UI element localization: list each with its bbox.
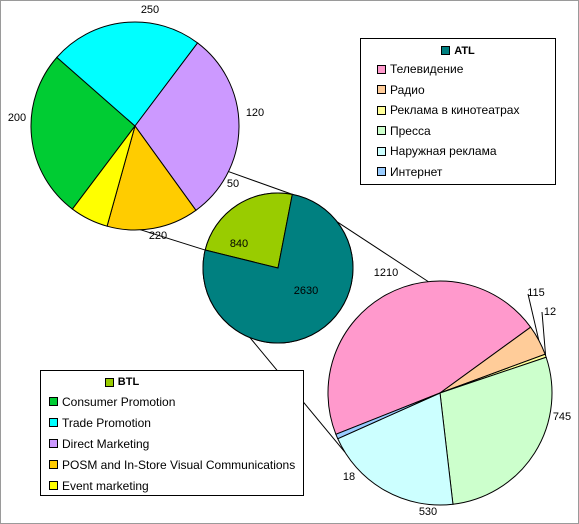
legend-atl-item-swatch bbox=[377, 146, 386, 156]
legend-btl-item-label: Direct Marketing bbox=[62, 436, 150, 451]
data-label-atl-3: 745 bbox=[553, 411, 571, 423]
legend-atl-item-swatch bbox=[377, 85, 386, 95]
data-label-atl-2: 12 bbox=[544, 306, 556, 318]
legend-btl-item: Event marketing bbox=[49, 475, 303, 496]
legend-btl-swatch bbox=[104, 377, 114, 387]
legend-atl-swatch bbox=[441, 46, 451, 55]
legend-atl-item-swatch bbox=[377, 64, 386, 74]
legend-atl-item-swatch bbox=[377, 105, 386, 115]
data-label-atl-total: 2630 bbox=[294, 285, 318, 297]
data-label-atl-1: 115 bbox=[527, 287, 545, 299]
legend-btl-item-swatch bbox=[49, 397, 58, 406]
data-label-btl-total: 840 bbox=[230, 238, 248, 250]
legend-atl-item: Пресса bbox=[377, 121, 555, 142]
legend-btl-item-label: Consumer Promotion bbox=[62, 394, 176, 409]
connector-line-btl-2 bbox=[228, 171, 293, 195]
main-top-slice-atl bbox=[202, 193, 354, 344]
legend-btl-item-label: POSM and In-Store Visual Communications bbox=[62, 457, 296, 472]
legend-btl-item: Direct Marketing bbox=[49, 433, 303, 454]
legend-atl-item-swatch bbox=[377, 126, 386, 136]
legend-btl-item-label: Event marketing bbox=[62, 478, 149, 493]
atl-slice-0 bbox=[327, 280, 532, 435]
data-label-atl-5: 18 bbox=[343, 471, 355, 483]
legend-btl-item: POSM and In-Store Visual Communications bbox=[49, 454, 303, 475]
data-label-btl-event-marketing: 50 bbox=[227, 178, 239, 190]
legend-atl-item: Реклама в кинотеатрах bbox=[377, 100, 555, 121]
legend-btl-item-swatch bbox=[49, 460, 58, 469]
connector-line-atl-1 bbox=[336, 221, 429, 283]
legend-btl-header: BTL bbox=[49, 373, 303, 391]
legend-btl-item-swatch bbox=[49, 439, 58, 448]
legend-atl-item: Телевидение bbox=[377, 59, 555, 80]
legend-btl-item-swatch bbox=[49, 481, 58, 490]
legend-atl-header: ATL bbox=[377, 42, 555, 59]
legend-atl-item: Наружная реклама bbox=[377, 141, 555, 162]
legend-btl: BTL Consumer Promotion Trade Promotion Dir… bbox=[40, 370, 304, 496]
legend-atl-item-label: Реклама в кинотеатрах bbox=[390, 103, 520, 118]
btl-slice-posm-and-in-store-visual-communications bbox=[106, 124, 197, 231]
legend-atl-item-label: Радио bbox=[390, 82, 425, 97]
legend-atl-item-swatch bbox=[377, 167, 386, 177]
legend-atl-item-label: Пресса bbox=[390, 123, 431, 138]
legend-btl-item: Consumer Promotion bbox=[49, 391, 303, 412]
legend-atl: ATL Телевидение Радио Реклама в кинотеатра… bbox=[360, 38, 556, 185]
legend-btl-item-swatch bbox=[49, 418, 58, 427]
atl-slice-4 bbox=[337, 392, 454, 506]
legend-atl-item-label: Интернет bbox=[390, 164, 443, 179]
legend-btl-title: BTL bbox=[117, 376, 140, 388]
btl-slice-direct-marketing bbox=[134, 42, 240, 211]
btl-slice-event-marketing bbox=[71, 125, 136, 227]
main-top-slice-btl bbox=[204, 192, 293, 269]
data-label-btl-consumer-promotion: 220 bbox=[149, 230, 167, 242]
legend-atl-item: Интернет bbox=[377, 162, 555, 183]
legend-btl-item: Trade Promotion bbox=[49, 412, 303, 433]
leader-line-radio bbox=[527, 293, 540, 341]
legend-atl-item-label: Телевидение bbox=[390, 62, 464, 77]
data-label-btl-posm-and-in-store-visual-communications: 120 bbox=[246, 107, 264, 119]
data-label-btl-trade-promotion: 200 bbox=[8, 112, 26, 124]
legend-atl-item: Радио bbox=[377, 80, 555, 101]
legend-btl-item-label: Trade Promotion bbox=[62, 415, 151, 430]
data-label-btl-direct-marketing: 250 bbox=[141, 4, 159, 16]
atl-slice-5 bbox=[335, 392, 441, 440]
legend-atl-title: ATL bbox=[454, 44, 475, 57]
data-label-atl-0: 1210 bbox=[374, 267, 398, 279]
legend-atl-item-label: Наружная реклама bbox=[390, 144, 497, 159]
data-label-atl-4: 530 bbox=[419, 506, 437, 518]
atl-slice-3 bbox=[439, 356, 553, 505]
leader-line-cinema bbox=[541, 311, 547, 356]
btl-slice-trade-promotion bbox=[56, 21, 199, 127]
btl-slice-consumer-promotion bbox=[30, 56, 136, 210]
